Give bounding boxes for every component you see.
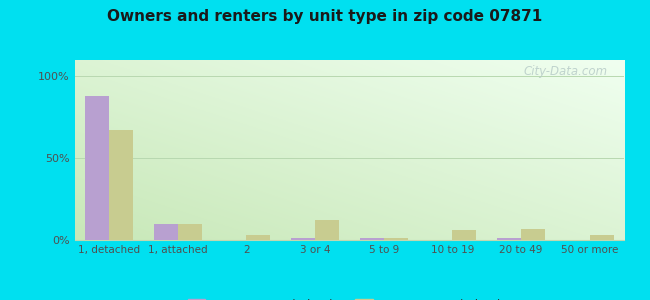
Bar [497, 238, 521, 240]
Bar [291, 238, 315, 240]
Text: City-Data.com: City-Data.com [523, 65, 608, 78]
Bar [452, 230, 476, 240]
Bar [590, 235, 614, 240]
Bar [384, 238, 408, 240]
Bar [359, 238, 384, 240]
Bar [177, 224, 202, 240]
Bar [153, 224, 177, 240]
Bar [85, 96, 109, 240]
Legend: Owner occupied units, Renter occupied units: Owner occupied units, Renter occupied un… [183, 294, 516, 300]
Bar [246, 235, 270, 240]
Bar [315, 220, 339, 240]
Bar [109, 130, 133, 240]
Text: Owners and renters by unit type in zip code 07871: Owners and renters by unit type in zip c… [107, 9, 543, 24]
Bar [521, 229, 545, 240]
